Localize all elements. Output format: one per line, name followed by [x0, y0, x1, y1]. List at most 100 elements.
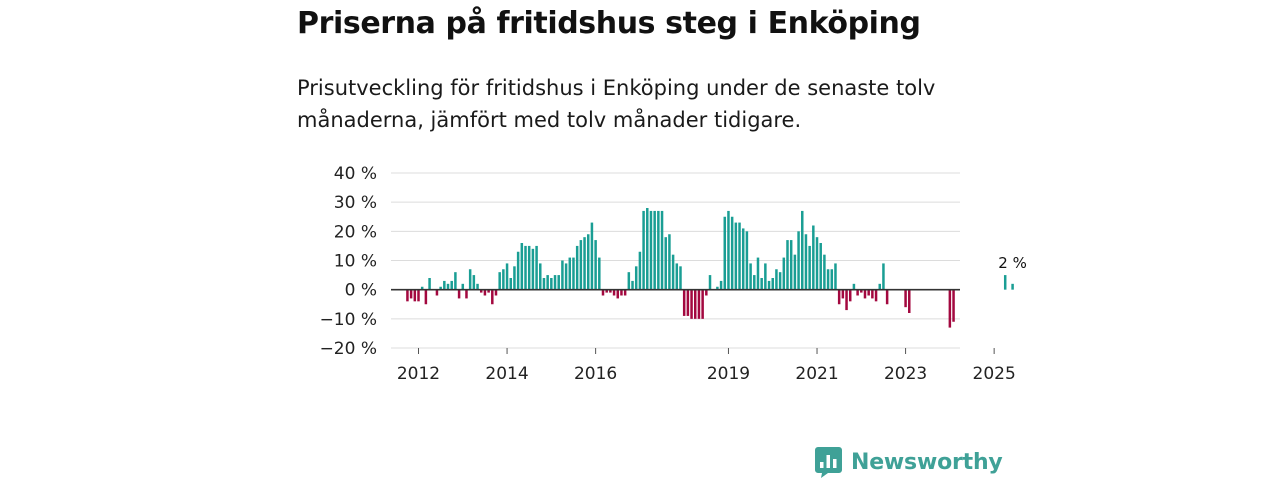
bar — [494, 289, 498, 296]
bar — [505, 263, 509, 290]
bar — [468, 269, 472, 290]
bar — [841, 289, 845, 299]
bar — [509, 278, 512, 290]
bar — [804, 234, 808, 290]
bar — [948, 289, 952, 328]
bar — [760, 278, 763, 290]
bar — [686, 289, 690, 316]
bar — [675, 263, 679, 290]
x-tick-label: 2023 — [884, 364, 927, 384]
bar — [727, 210, 730, 290]
bar — [502, 269, 505, 290]
bar — [439, 286, 442, 290]
bar — [952, 289, 955, 322]
bar — [642, 210, 645, 290]
bar — [734, 222, 738, 290]
x-tick-label: 2025 — [973, 364, 1016, 384]
bar — [705, 289, 708, 296]
bar — [450, 280, 453, 290]
bar — [904, 289, 907, 308]
bar — [491, 289, 494, 305]
bar — [775, 269, 778, 290]
bar — [598, 257, 601, 290]
bar — [860, 289, 863, 293]
bar — [719, 280, 723, 290]
bar — [797, 231, 800, 290]
bar — [590, 222, 594, 290]
x-tick-label: 2019 — [707, 364, 750, 384]
bar — [601, 289, 605, 296]
bar — [753, 275, 756, 290]
bar — [690, 289, 693, 319]
bar — [594, 240, 597, 290]
bar — [483, 289, 487, 296]
bar — [745, 231, 749, 290]
bar — [671, 254, 675, 290]
bar — [837, 289, 841, 305]
bar — [620, 289, 623, 296]
bar — [465, 289, 468, 299]
bar — [826, 269, 830, 290]
bar — [749, 263, 752, 290]
bar — [420, 286, 424, 290]
bar — [535, 245, 538, 290]
bar — [812, 225, 815, 290]
bar — [867, 289, 870, 296]
x-tick-label: 2021 — [795, 364, 838, 384]
bar — [568, 257, 572, 290]
chart-title: Priserna på fritidshus steg i Enköping — [297, 6, 921, 41]
bar — [885, 289, 889, 305]
bar — [682, 289, 686, 316]
bar — [701, 289, 704, 319]
bar — [579, 240, 583, 290]
bar-series — [406, 208, 1014, 328]
bar — [793, 254, 797, 290]
bar — [476, 283, 479, 290]
bar — [848, 289, 852, 302]
bar — [616, 289, 620, 299]
bar — [1011, 283, 1014, 290]
bar — [428, 278, 431, 290]
bar — [646, 208, 649, 290]
bar — [694, 289, 697, 319]
bar — [653, 210, 656, 290]
bar — [808, 245, 811, 290]
bar — [771, 278, 774, 290]
bar — [660, 210, 664, 290]
bar — [834, 263, 837, 290]
bar — [815, 237, 819, 290]
bar — [708, 275, 712, 290]
bar — [575, 245, 579, 290]
bar — [908, 289, 911, 313]
bar — [546, 275, 549, 290]
bar — [520, 243, 524, 290]
bar — [424, 289, 428, 305]
bar — [631, 280, 634, 290]
bar — [1003, 275, 1007, 290]
bar — [668, 234, 671, 290]
bar — [878, 283, 881, 290]
latest-value-label: 2 % — [998, 254, 1027, 272]
bar — [524, 245, 527, 290]
bar — [856, 289, 859, 296]
newsworthy-logo-icon — [815, 446, 842, 478]
bar — [572, 257, 575, 290]
bar — [649, 210, 653, 290]
bar — [446, 283, 450, 290]
bar — [479, 289, 483, 293]
bar — [553, 275, 557, 290]
y-tick-label: −20 % — [320, 339, 377, 359]
bar — [764, 263, 767, 290]
bar — [863, 289, 867, 299]
bar — [550, 278, 553, 290]
bar — [542, 278, 546, 290]
bar — [531, 248, 535, 290]
newsworthy-brand[interactable]: Newsworthy — [815, 444, 1003, 480]
bar — [830, 269, 834, 290]
y-tick-label: −10 % — [320, 310, 377, 330]
x-tick-label: 2016 — [574, 364, 617, 384]
bar — [716, 286, 719, 290]
bar — [845, 289, 848, 311]
x-tick-label: 2012 — [397, 364, 440, 384]
